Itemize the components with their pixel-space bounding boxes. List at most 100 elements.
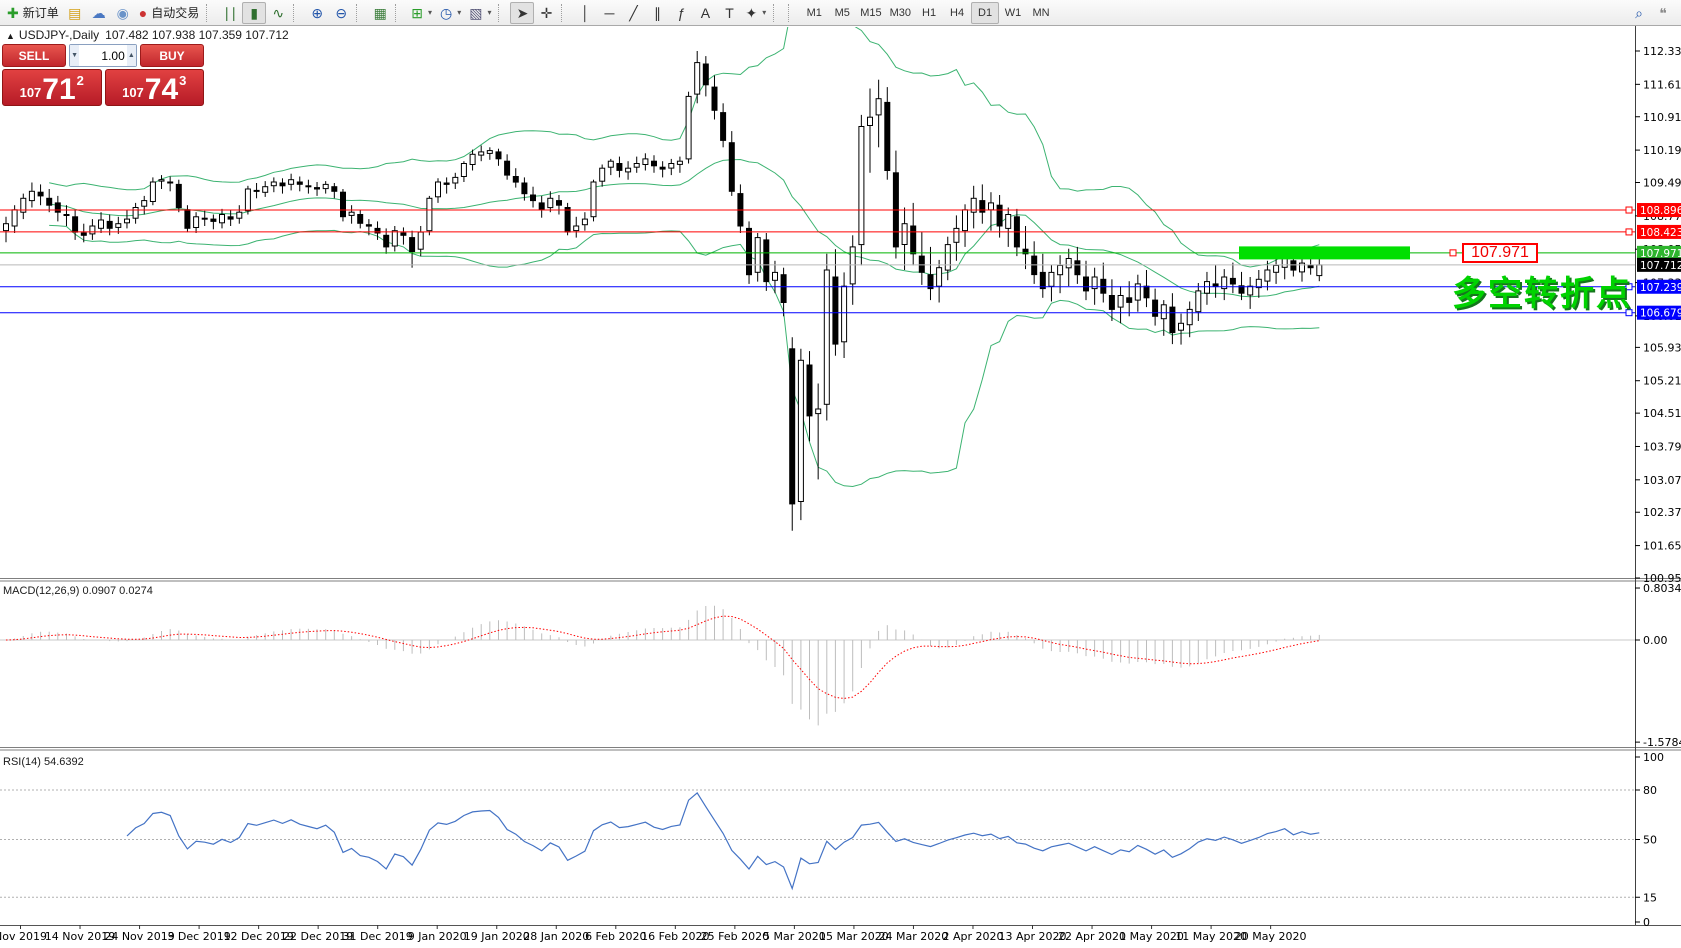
search-icon: ⌕ bbox=[1635, 4, 1643, 21]
periods-icon: ◷ bbox=[439, 4, 453, 21]
toolbar-separator bbox=[395, 3, 403, 22]
volume-increase-button[interactable]: ▲ bbox=[126, 45, 136, 66]
chart-symbol-period: USDJPY-,Daily bbox=[18, 28, 100, 42]
chart-gallery-icon[interactable]: ▤ bbox=[63, 2, 87, 24]
bar-chart-button[interactable]: ∣∣ bbox=[218, 2, 242, 24]
price-callout-label[interactable]: 107.971 bbox=[1462, 242, 1538, 263]
horizontal-lines-layer bbox=[0, 206, 1635, 317]
horizontal-line-button[interactable]: ─ bbox=[597, 2, 621, 24]
new-order-button[interactable]: ✚ 新订单 bbox=[3, 2, 63, 24]
timeframe-m5-button[interactable]: M5 bbox=[828, 2, 856, 24]
svg-text:-1.5784: -1.5784 bbox=[1643, 736, 1681, 749]
cursor-button[interactable]: ➤ bbox=[510, 1, 535, 24]
svg-text:105.930: 105.930 bbox=[1643, 341, 1681, 354]
sell-price-main: 71 bbox=[42, 73, 76, 106]
svg-text:110.910: 110.910 bbox=[1643, 111, 1681, 124]
sell-button[interactable]: SELL bbox=[2, 44, 66, 67]
zoom-out-button[interactable]: ⊖ bbox=[329, 2, 353, 24]
svg-text:110.190: 110.190 bbox=[1643, 144, 1681, 157]
timeframe-m30-button[interactable]: M30 bbox=[886, 2, 915, 24]
periods-button[interactable]: ◷ ▾ bbox=[436, 2, 465, 24]
svg-text:0: 0 bbox=[1643, 916, 1650, 929]
rsi-pane-label: RSI(14) 54.6392 bbox=[3, 756, 84, 768]
svg-text:9 Jan 2020: 9 Jan 2020 bbox=[408, 930, 467, 943]
svg-text:100.950: 100.950 bbox=[1643, 572, 1681, 585]
svg-text:15 Mar 2020: 15 Mar 2020 bbox=[819, 930, 889, 943]
autotrading-button[interactable]: ● 自动交易 bbox=[135, 2, 203, 24]
timeframe-w1-button[interactable]: W1 bbox=[999, 2, 1027, 24]
chat-button[interactable]: ❝ bbox=[1651, 2, 1675, 24]
chat-icon: ❝ bbox=[1659, 4, 1667, 21]
toolbar-right-group: ⌕ ❝ bbox=[1627, 2, 1675, 24]
text-button[interactable]: A bbox=[693, 2, 717, 24]
timeframe-m1-button[interactable]: M1 bbox=[800, 2, 828, 24]
timeframe-group: M1 M5 M15 M30 H1 H4 D1 W1 MN bbox=[800, 1, 1055, 24]
toolbar-separator bbox=[293, 3, 301, 22]
templates-button[interactable]: ▧ ▾ bbox=[465, 2, 495, 24]
svg-text:101.650: 101.650 bbox=[1643, 540, 1681, 553]
vertical-line-button[interactable]: │ bbox=[573, 2, 597, 24]
community-icon[interactable]: ☁ bbox=[87, 2, 111, 24]
timeframe-h1-button[interactable]: H1 bbox=[915, 2, 943, 24]
svg-text:20 May 2020: 20 May 2020 bbox=[1235, 930, 1307, 943]
highlight-rectangle bbox=[1239, 246, 1410, 260]
bollinger-layer bbox=[49, 27, 1320, 488]
candlestick-button[interactable]: ▮ bbox=[242, 1, 267, 24]
svg-text:107.712: 107.712 bbox=[1640, 260, 1681, 272]
bar-chart-icon: ∣∣ bbox=[223, 4, 238, 21]
svg-text:22 Apr 2020: 22 Apr 2020 bbox=[1058, 930, 1126, 943]
buy-button[interactable]: BUY bbox=[140, 44, 204, 67]
bull-bear-turning-point-label[interactable]: 多空转折点 bbox=[1452, 275, 1632, 313]
arrows-button[interactable]: ✦ ▾ bbox=[741, 2, 770, 24]
sell-price-box[interactable]: 107 71 2 bbox=[2, 69, 102, 106]
fibonacci-button[interactable]: ƒ bbox=[669, 2, 693, 24]
buy-price-box[interactable]: 107 74 3 bbox=[104, 69, 204, 106]
chart-ohlc-values: 107.482 107.938 107.359 107.712 bbox=[105, 28, 289, 42]
buy-price-pip: 3 bbox=[179, 73, 187, 88]
toolbar-separator bbox=[206, 3, 214, 22]
svg-text:1 May 2020: 1 May 2020 bbox=[1119, 930, 1184, 943]
volume-decrease-button[interactable]: ▼ bbox=[70, 45, 80, 66]
zoom-in-button[interactable]: ⊕ bbox=[305, 2, 329, 24]
text-label-button[interactable]: T bbox=[717, 2, 741, 24]
indicators-button[interactable]: ⊞ ▾ bbox=[407, 2, 436, 24]
timeframe-mn-button[interactable]: MN bbox=[1027, 2, 1055, 24]
autotrading-icon: ● bbox=[138, 4, 148, 21]
svg-text:50: 50 bbox=[1643, 834, 1657, 847]
signals-icon[interactable]: ◉ bbox=[111, 2, 135, 24]
svg-text:108.896: 108.896 bbox=[1640, 205, 1681, 217]
crosshair-button[interactable]: ✛ bbox=[534, 2, 558, 24]
zoom-in-icon: ⊕ bbox=[311, 4, 324, 21]
volume-input[interactable] bbox=[79, 45, 127, 66]
toolbar-left-group: ✚ 新订单 ▤ ☁ ◉ ● 自动交易 ∣∣ ▮ ∿ ⊕ ⊖ ▦ ⊞ ▾ ◷ ▾ ▧ ▾ ➤ ✛ │ ─ ╱ ∥ ƒ A T ✦ ▾ bbox=[3, 1, 785, 24]
sell-price-prefix: 107 bbox=[19, 85, 42, 100]
trendline-icon: ╱ bbox=[629, 4, 638, 21]
crosshair-icon: ✛ bbox=[540, 4, 553, 21]
zoom-out-icon: ⊖ bbox=[335, 4, 348, 21]
buy-price-prefix: 107 bbox=[122, 85, 144, 100]
svg-text:19 Jan 2020: 19 Jan 2020 bbox=[464, 930, 530, 943]
svg-text:106.679: 106.679 bbox=[1640, 308, 1681, 320]
trendline-button[interactable]: ╱ bbox=[621, 2, 645, 24]
equidistant-channel-button[interactable]: ∥ bbox=[645, 2, 669, 24]
toolbar-separator bbox=[498, 3, 506, 22]
timeframe-m15-button[interactable]: M15 bbox=[856, 2, 885, 24]
line-chart-button[interactable]: ∿ bbox=[266, 2, 290, 24]
svg-text:103.790: 103.790 bbox=[1643, 440, 1681, 453]
symbol-marker-icon: ▲ bbox=[6, 31, 15, 41]
tile-windows-button[interactable]: ▦ bbox=[368, 2, 392, 24]
svg-text:107.971: 107.971 bbox=[1640, 248, 1681, 260]
search-button[interactable]: ⌕ bbox=[1627, 2, 1651, 24]
svg-text:2 Apr 2020: 2 Apr 2020 bbox=[942, 930, 1003, 943]
dropdown-caret-icon: ▾ bbox=[457, 8, 462, 17]
toolbar-separator bbox=[773, 3, 781, 22]
svg-text:105.210: 105.210 bbox=[1643, 375, 1681, 388]
chart-gallery-icon-icon: ▤ bbox=[68, 4, 82, 21]
svg-text:25 Feb 2020: 25 Feb 2020 bbox=[701, 930, 769, 943]
timeframe-h4-button[interactable]: H4 bbox=[943, 2, 971, 24]
timeframe-d1-button[interactable]: D1 bbox=[971, 1, 1000, 24]
candlestick-icon: ▮ bbox=[250, 4, 259, 21]
dropdown-caret-icon: ▾ bbox=[427, 8, 432, 17]
horizontal-line-icon: ─ bbox=[604, 4, 615, 21]
